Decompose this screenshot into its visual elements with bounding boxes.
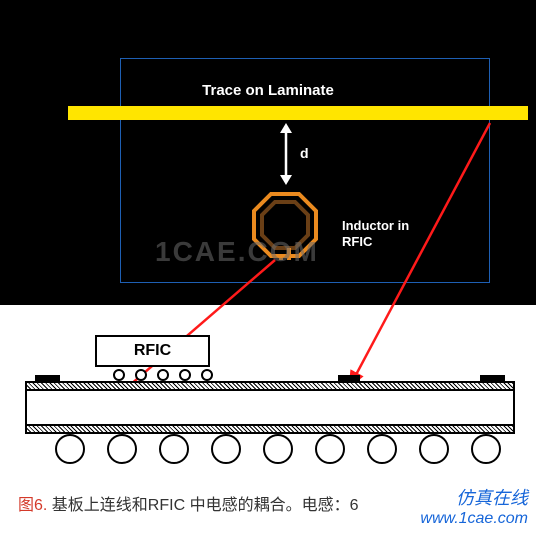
caption-body: 基板上连线和RFIC 中电感的耦合。电感：6 <box>47 497 358 514</box>
trace-on-laminate-bar <box>68 106 528 120</box>
cross-section: RFIC <box>25 335 515 475</box>
inductor-label-line1: Inductor in <box>342 218 409 233</box>
top-panel: Trace on Laminate d Inductor in RFIC 1CA… <box>0 0 536 305</box>
dimension-arrow <box>278 123 294 185</box>
rfic-bump <box>113 369 125 381</box>
bga-ball <box>55 434 85 464</box>
substrate-bottom-hatch <box>25 424 515 434</box>
substrate-top-hatch <box>25 381 515 391</box>
watermark-1cae: 1CAE.COM <box>155 236 319 268</box>
rfic-bump <box>179 369 191 381</box>
substrate-core <box>25 391 515 424</box>
inductor-label-line2: RFIC <box>342 234 372 249</box>
rfic-chip: RFIC <box>95 335 210 367</box>
rfic-label: RFIC <box>134 342 171 360</box>
rfic-bump <box>201 369 213 381</box>
bga-ball <box>263 434 293 464</box>
bga-ball <box>211 434 241 464</box>
rfic-bump <box>157 369 169 381</box>
dimension-d-label: d <box>300 145 309 161</box>
watermark-cn: 仿真在线 <box>456 484 528 510</box>
bga-ball <box>107 434 137 464</box>
bga-ball <box>159 434 189 464</box>
trace-label: Trace on Laminate <box>0 82 536 99</box>
caption-number: 图6. <box>18 497 47 514</box>
bga-ball <box>419 434 449 464</box>
inductor-label: Inductor in RFIC <box>342 218 409 251</box>
figure-caption: 图6. 基板上连线和RFIC 中电感的耦合。电感：6 <box>18 495 358 517</box>
bga-ball <box>367 434 397 464</box>
bga-ball <box>471 434 501 464</box>
watermark-url: www.1cae.com <box>420 510 528 528</box>
bga-ball <box>315 434 345 464</box>
rfic-bump <box>135 369 147 381</box>
